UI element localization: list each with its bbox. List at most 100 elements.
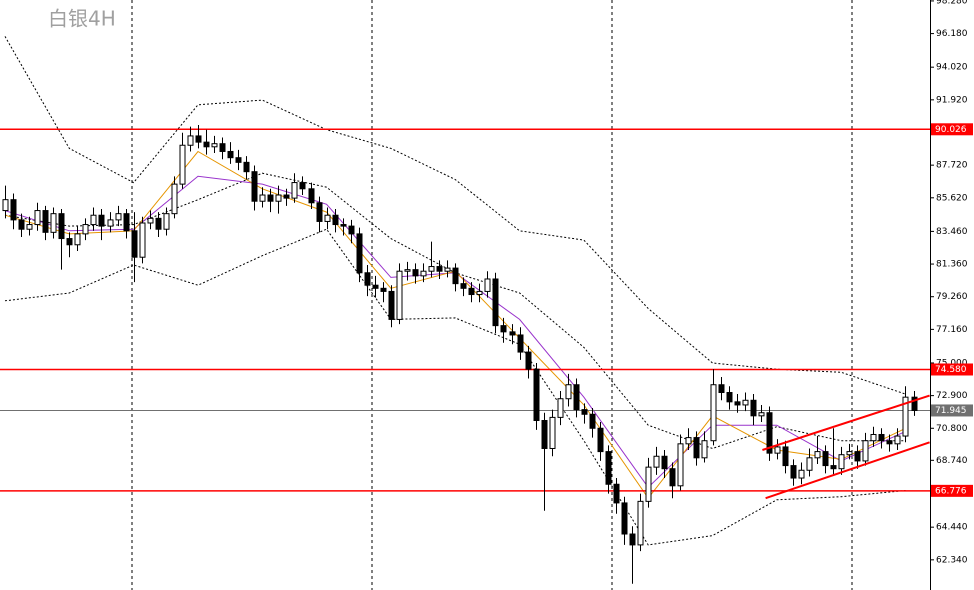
price-level-label: 66.776 xyxy=(935,486,967,496)
candle-body xyxy=(259,194,266,202)
candle-body xyxy=(549,416,556,449)
candle-body xyxy=(653,455,660,468)
price-axis: 98.280 96.180 94.020 91.920 87.720 85.620 83.4… xyxy=(930,0,973,565)
candle-body xyxy=(726,392,733,403)
candle-body xyxy=(830,465,837,470)
candle-body xyxy=(211,143,218,148)
candle-body xyxy=(436,266,443,272)
price-level-label: 90.026 xyxy=(935,125,967,135)
candle-body xyxy=(758,412,765,417)
candle-body xyxy=(308,188,315,204)
candle-body xyxy=(661,455,668,470)
candle-body xyxy=(10,199,17,221)
candle-body xyxy=(902,396,909,437)
trend-line xyxy=(762,394,930,451)
candle-body xyxy=(613,483,620,504)
candle-body xyxy=(677,443,684,487)
candle-body xyxy=(372,284,379,289)
candle-body xyxy=(90,214,97,226)
candle-body xyxy=(894,435,901,445)
candle-body xyxy=(356,233,363,274)
candle-body xyxy=(911,396,918,411)
candle-body xyxy=(283,194,290,199)
candle-body xyxy=(2,199,9,212)
candle-body xyxy=(814,451,821,459)
y-tick-label: 94.020 xyxy=(936,63,968,73)
candle-body xyxy=(492,278,499,327)
candle-body xyxy=(452,267,459,285)
candle-body xyxy=(163,213,170,230)
candle-body xyxy=(701,440,708,459)
candle-body xyxy=(58,213,65,240)
candle-body xyxy=(629,533,636,546)
candle-body xyxy=(187,135,194,146)
candle-body xyxy=(420,270,427,277)
candle-body xyxy=(74,233,81,246)
candle-body xyxy=(605,451,612,485)
candle-body xyxy=(573,384,580,411)
candle-body xyxy=(82,224,89,235)
candle-body xyxy=(195,135,202,143)
plot-area xyxy=(0,36,930,584)
candle-body xyxy=(669,468,676,487)
candle-body xyxy=(380,287,387,292)
y-tick-label: 70.800 xyxy=(936,424,968,434)
candle-body xyxy=(517,334,524,353)
candle-body xyxy=(798,469,805,479)
candle-body xyxy=(243,161,250,173)
candle-body xyxy=(404,269,411,272)
candle-body xyxy=(139,222,146,258)
candle-body xyxy=(155,217,162,230)
candle-body xyxy=(854,451,861,462)
candle-body xyxy=(718,384,725,394)
price-level-tag xyxy=(931,123,973,136)
candle-body xyxy=(846,451,853,456)
y-tick-label: 91.920 xyxy=(936,95,968,105)
candle-body xyxy=(428,266,435,272)
candle-body xyxy=(693,437,700,459)
candle-body xyxy=(685,437,692,445)
price-level-tag xyxy=(931,363,973,376)
candle-body xyxy=(645,466,652,502)
candle-body xyxy=(324,214,331,222)
y-tick-label: 83.460 xyxy=(936,227,968,237)
candle-body xyxy=(533,368,540,421)
candle-body xyxy=(171,183,178,215)
candle-body xyxy=(299,182,306,190)
candle-body xyxy=(541,419,548,449)
candle-body xyxy=(115,213,122,221)
candle-body xyxy=(364,272,371,286)
candle-body xyxy=(525,351,532,370)
y-tick-label: 64.440 xyxy=(936,523,968,533)
trend-line xyxy=(765,441,930,500)
y-tick-label: 72.900 xyxy=(936,391,968,401)
candle-body xyxy=(107,219,114,227)
candle-body xyxy=(500,325,507,333)
band-line xyxy=(4,36,906,395)
candle-body xyxy=(886,440,893,445)
y-tick-label: 81.360 xyxy=(936,260,968,270)
y-tick-label: 98.280 xyxy=(936,0,968,6)
price-level-label: 74.580 xyxy=(935,365,967,375)
price-level-tag xyxy=(931,404,973,417)
candle-body xyxy=(42,210,49,233)
candle-body xyxy=(332,214,339,226)
candle-body xyxy=(878,433,885,442)
candle-body xyxy=(766,412,773,454)
candle-body xyxy=(388,290,395,320)
candle-body xyxy=(637,500,644,546)
candle-body xyxy=(123,213,130,232)
candle-body xyxy=(460,283,467,289)
y-tick-label: 75.000 xyxy=(936,358,968,368)
candle-body xyxy=(509,331,516,336)
price-level-label: 71.945 xyxy=(935,406,967,416)
candle-body xyxy=(734,401,741,406)
candle-body xyxy=(750,399,757,417)
candle-body xyxy=(18,219,25,230)
band-line xyxy=(4,228,906,546)
candle-body xyxy=(710,384,717,442)
candle-body xyxy=(34,210,41,226)
candle-body xyxy=(98,214,105,227)
